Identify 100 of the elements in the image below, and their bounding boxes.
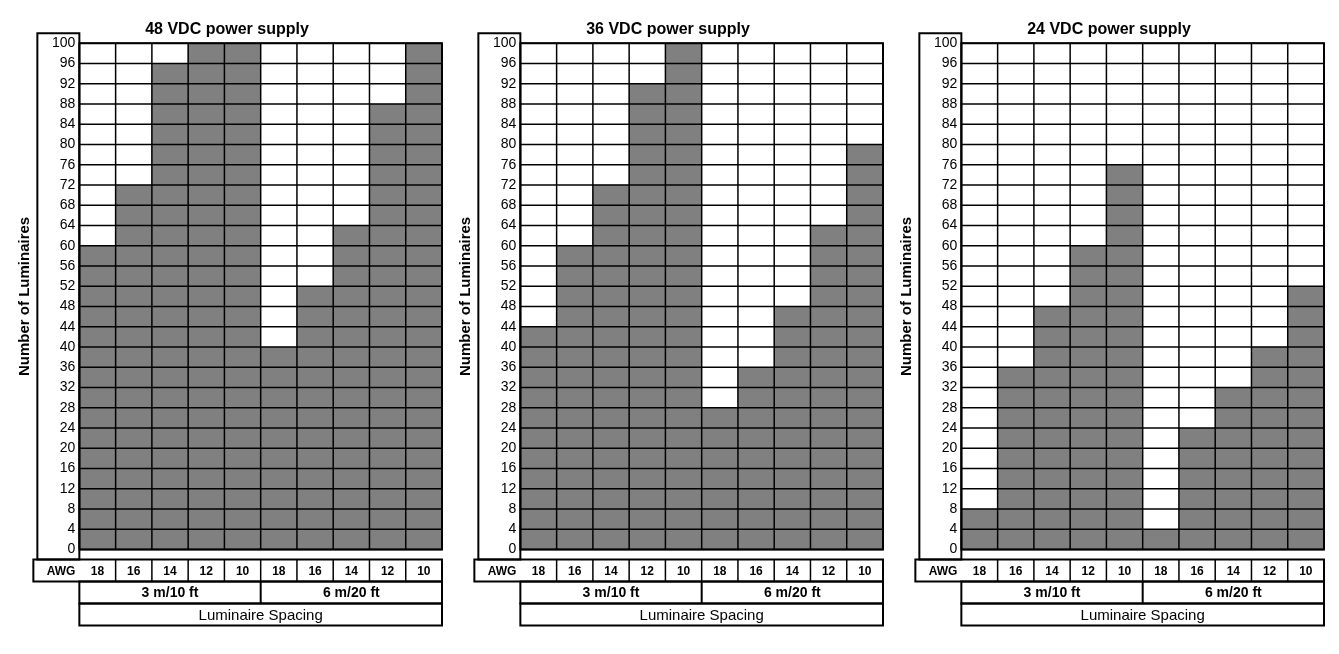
y-tick-label: 12: [59, 479, 76, 496]
x-tick-label: 14: [604, 564, 619, 579]
y-tick-label: 32: [941, 378, 958, 395]
x-tick-label: 18: [1154, 564, 1168, 579]
x-tick-label: 10: [417, 564, 431, 579]
y-tick-label: 60: [941, 236, 958, 253]
x-tick-label: 18: [272, 564, 286, 579]
chart-title: 48 VDC power supply: [145, 20, 309, 38]
y-tick-label: 48: [941, 297, 958, 314]
y-tick-label: 100: [934, 34, 958, 51]
y-tick-label: 80: [500, 135, 517, 152]
x-tick-label: 16: [1009, 564, 1023, 579]
x-tick-label: 16: [308, 564, 323, 579]
y-tick-label: 80: [59, 135, 76, 152]
y-tick-label: 52: [941, 277, 958, 294]
y-tick-label: 36: [59, 358, 76, 375]
y-tick-label: 0: [508, 540, 517, 557]
y-axis-title: Number of Luminaires: [15, 216, 33, 376]
y-tick-label: 72: [500, 175, 517, 192]
y-tick-label: 56: [941, 256, 958, 273]
x-tick-label: 16: [749, 564, 764, 579]
y-tick-label: 68: [59, 196, 76, 213]
y-tick-label: 76: [500, 155, 517, 172]
x-tick-label: 12: [380, 564, 395, 579]
y-tick-label: 76: [59, 155, 76, 172]
y-tick-label: 16: [59, 459, 76, 476]
x-tick-label: 10: [676, 564, 691, 579]
y-tick-label: 56: [59, 256, 76, 273]
x-tick-label: 12: [199, 564, 214, 579]
y-tick-label: 40: [500, 337, 517, 354]
y-tick-label: 56: [500, 256, 517, 273]
text: 3 m/10 ft: [141, 584, 199, 601]
y-tick-label: 24: [941, 418, 958, 435]
text: AWG: [46, 563, 76, 578]
y-tick-label: 84: [500, 115, 517, 132]
y-tick-label: 8: [949, 499, 958, 516]
y-tick-label: 64: [941, 216, 958, 233]
y-tick-label: 32: [59, 378, 76, 395]
text: 3 m/10 ft: [1023, 584, 1081, 601]
y-tick-label: 60: [59, 236, 76, 253]
y-tick-label: 40: [941, 337, 958, 354]
y-tick-label: 92: [941, 74, 958, 91]
text: AWG: [928, 563, 958, 578]
y-tick-label: 88: [500, 94, 517, 111]
y-tick-label: 40: [59, 337, 76, 354]
x-tick-label: 10: [235, 564, 250, 579]
x-tick-label: 14: [1226, 564, 1241, 579]
y-tick-label: 52: [500, 277, 517, 294]
y-tick-label: 52: [59, 277, 76, 294]
y-tick-label: 64: [59, 216, 76, 233]
y-tick-label: 28: [500, 398, 517, 415]
x-tick-label: 12: [1081, 564, 1096, 579]
y-tick-label: 44: [59, 317, 76, 334]
y-tick-label: 100: [52, 34, 76, 51]
x-tick-label: 14: [163, 564, 178, 579]
x-tick-label: 10: [1299, 564, 1313, 579]
x-tick-label: 10: [1117, 564, 1132, 579]
y-tick-label: 0: [949, 540, 958, 557]
x-tick-label: 14: [785, 564, 800, 579]
y-tick-label: 92: [59, 74, 76, 91]
y-tick-label: 24: [59, 418, 76, 435]
x-axis-title: Luminaire Spacing: [639, 605, 764, 623]
y-tick-label: 88: [59, 94, 76, 111]
y-tick-label: 68: [941, 196, 958, 213]
text: 6 m/20 ft: [763, 584, 822, 601]
y-tick-label: 48: [500, 297, 517, 314]
y-tick-label: 96: [59, 54, 76, 71]
x-tick-label: 18: [90, 564, 105, 579]
y-tick-label: 76: [941, 155, 958, 172]
y-tick-label: 12: [941, 479, 958, 496]
y-tick-label: 20: [500, 439, 517, 456]
y-tick-label: 96: [500, 54, 517, 71]
text: 3 m/10 ft: [582, 584, 640, 601]
y-tick-label: 36: [941, 358, 958, 375]
y-tick-label: 16: [500, 459, 517, 476]
y-tick-label: 4: [949, 520, 958, 537]
x-tick-label: 18: [531, 564, 546, 579]
y-tick-label: 60: [500, 236, 517, 253]
y-tick-label: 68: [500, 196, 517, 213]
y-tick-label: 4: [67, 520, 76, 537]
y-tick-label: 48: [59, 297, 76, 314]
text: 6 m/20 ft: [322, 584, 381, 601]
x-tick-label: 14: [344, 564, 359, 579]
chart-title: 36 VDC power supply: [586, 20, 750, 38]
y-tick-label: 44: [941, 317, 958, 334]
x-tick-label: 16: [127, 564, 141, 579]
x-tick-label: 12: [1262, 564, 1277, 579]
text: 6 m/20 ft: [1204, 584, 1263, 601]
y-tick-label: 92: [500, 74, 517, 91]
y-tick-label: 100: [493, 34, 517, 51]
y-tick-label: 36: [500, 358, 517, 375]
y-tick-label: 0: [67, 540, 76, 557]
y-tick-label: 28: [59, 398, 76, 415]
x-axis-title: Luminaire Spacing: [1080, 605, 1205, 623]
x-tick-label: 12: [640, 564, 655, 579]
y-tick-label: 4: [508, 520, 517, 537]
y-tick-label: 20: [59, 439, 76, 456]
y-tick-label: 44: [500, 317, 517, 334]
y-tick-label: 16: [941, 459, 958, 476]
x-tick-label: 14: [1045, 564, 1060, 579]
